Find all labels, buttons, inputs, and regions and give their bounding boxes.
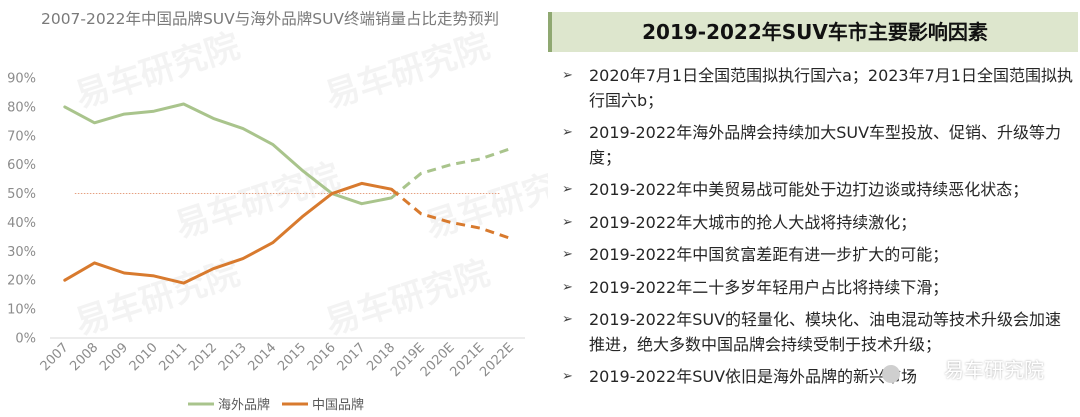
list-item-text: 2019-2022年SUV的轻量化、模块化、油电混动等技术升级会加速推进，绝大多…: [589, 310, 1062, 354]
legend-label: 海外品牌: [218, 397, 270, 413]
arrow-bullet-icon: ➢: [562, 247, 573, 262]
watermark-text: 易车研究院: [170, 156, 344, 247]
watermark-logo-icon: [882, 365, 900, 383]
list-item-text: 2019-2022年大城市的抢人大战将持续激化；: [589, 212, 917, 232]
list-item: ➢ 2019-2022年大城市的抢人大战将持续激化；: [562, 211, 1074, 236]
x-tick-label: 2011: [156, 340, 190, 374]
panel-title: 2019-2022年SUV车市主要影响因素: [548, 12, 1078, 52]
list-item-text: 2019-2022年海外品牌会持续加大SUV车型投放、促销、升级等力度；: [589, 123, 1062, 167]
influence-factors-panel: 2019-2022年SUV车市主要影响因素 ➢ 2020年7月1日全国范围拟执行国…: [548, 0, 1080, 417]
x-tick-label: 2015: [275, 340, 309, 374]
arrow-bullet-icon: ➢: [562, 312, 573, 327]
list-item: ➢ 2019-2022年中美贸易战可能处于边打边谈或持续恶化状态；: [562, 178, 1074, 203]
y-tick-label: 90%: [7, 72, 36, 87]
list-item: ➢ 2019-2022年SUV的轻量化、模块化、油电混动等技术升级会加速推进，绝大…: [562, 308, 1074, 357]
watermark-text: 易车研究院: [70, 26, 244, 117]
x-tick-label: 2016: [305, 340, 339, 374]
list-item-text: 2019-2022年SUV依旧是海外品牌的新兴市场: [589, 367, 918, 386]
x-tick-label: 2022E: [477, 340, 517, 380]
list-item: ➢ 2019-2022年海外品牌会持续加大SUV车型投放、促销、升级等力度；: [562, 121, 1074, 170]
list-item: ➢ 2019-2022年中国贫富差距有进一步扩大的可能；: [562, 243, 1074, 268]
arrow-bullet-icon: ➢: [562, 214, 573, 230]
watermark-text: 易车研究院: [944, 358, 1044, 382]
y-tick-label: 40%: [7, 216, 36, 231]
x-tick-label: 2013: [216, 340, 250, 374]
watermark-text: 易车研究院: [420, 156, 548, 247]
arrow-bullet-icon: ➢: [562, 68, 573, 83]
y-tick-label: 0%: [15, 332, 36, 347]
arrow-bullet-icon: ➢: [562, 279, 573, 295]
list-item: ➢ 2019-2022年二十多岁年轻用户占比将持续下滑；: [562, 276, 1074, 301]
x-tick-label: 2014: [245, 340, 279, 374]
x-tick-label: 2010: [127, 340, 161, 374]
list-item: ➢ 2020年7月1日全国范围拟执行国六a；2023年7月1日全国范围拟执行国六b…: [562, 64, 1074, 113]
x-tick-label: 2012: [186, 340, 220, 374]
y-tick-label: 60%: [7, 158, 36, 173]
line-chart: 易车研究院易车研究院易车研究院易车研究院易车研究院易车研究院 0%10%20%3…: [7, 26, 548, 413]
y-tick-label: 10%: [7, 303, 36, 318]
y-tick-label: 80%: [7, 100, 36, 115]
list-item-text: 2020年7月1日全国范围拟执行国六a；2023年7月1日全国范围拟执行国六b；: [589, 66, 1073, 110]
y-tick-label: 50%: [7, 187, 36, 202]
x-tick-label: 2017: [335, 340, 369, 374]
series-line-projected: [390, 188, 511, 240]
y-tick-label: 20%: [7, 274, 36, 289]
arrow-bullet-icon: ➢: [562, 182, 573, 197]
y-tick-label: 30%: [7, 245, 36, 260]
watermark-text: 易车研究院: [320, 26, 494, 117]
watermark-text: 易车研究院: [320, 253, 494, 344]
list-item-text: 2019-2022年中美贸易战可能处于边打边谈或持续恶化状态；: [589, 180, 1029, 199]
series-line-projected: [390, 147, 511, 200]
list-item-text: 2019-2022年二十多岁年轻用户占比将持续下滑；: [589, 277, 949, 297]
list-item: ➢ 2019-2022年SUV依旧是海外品牌的新兴市场: [562, 365, 1074, 390]
x-tick-label: 2007: [38, 340, 72, 374]
series-line-actual: [63, 181, 393, 285]
chart-title: 2007-2022年中国品牌SUV与海外品牌SUV终端销量占比走势预判: [40, 10, 500, 28]
arrow-bullet-icon: ➢: [562, 369, 573, 384]
legend-label: 中国品牌: [312, 397, 364, 413]
factor-list: ➢ 2020年7月1日全国范围拟执行国六a；2023年7月1日全国范围拟执行国六b…: [562, 64, 1074, 398]
x-tick-label: 2008: [67, 340, 101, 374]
x-tick-label: 2009: [97, 340, 131, 374]
arrow-bullet-icon: ➢: [562, 125, 573, 140]
list-item-text: 2019-2022年中国贫富差距有进一步扩大的可能；: [589, 245, 949, 264]
y-tick-label: 70%: [7, 129, 36, 144]
series-line-actual: [63, 102, 393, 206]
